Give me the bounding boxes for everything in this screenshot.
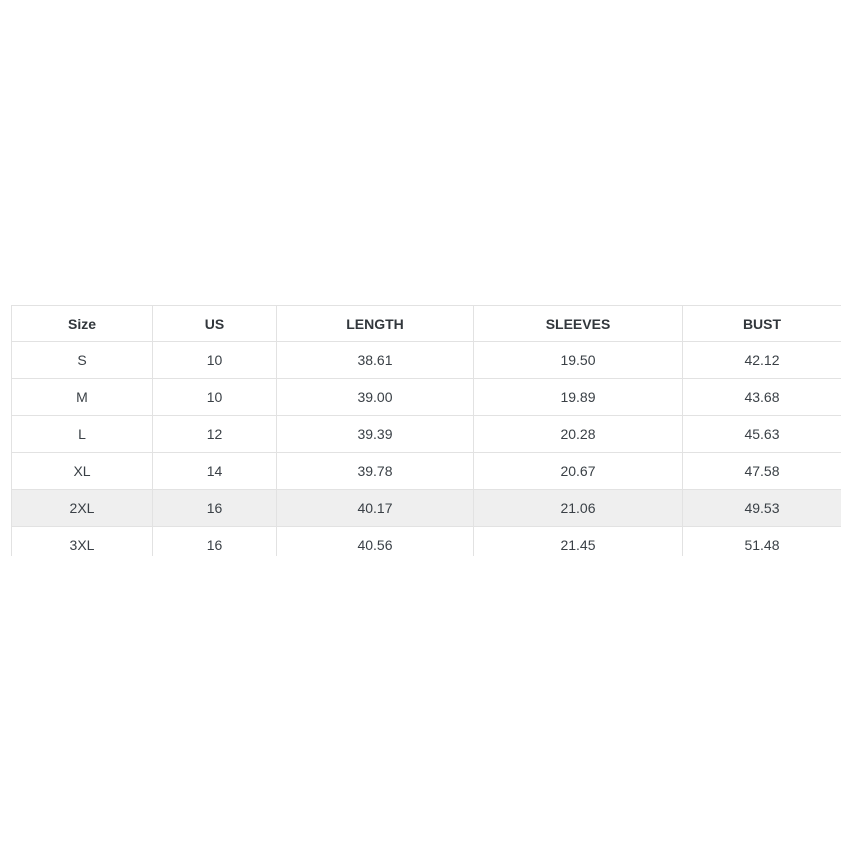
cell-bust: 47.58: [682, 452, 841, 490]
cell-bust: 51.48: [682, 526, 841, 556]
cell-size: L: [11, 415, 153, 453]
table-row: M 10 39.00 19.89 43.68: [11, 378, 841, 416]
header-cell-us: US: [152, 305, 277, 342]
size-chart-table: Size US LENGTH SLEEVES BUST S 10 38.61 1…: [11, 305, 841, 556]
cell-length: 39.78: [276, 452, 474, 490]
cell-bust: 43.68: [682, 378, 841, 416]
cell-bust: 49.53: [682, 489, 841, 527]
table-row: L 12 39.39 20.28 45.63: [11, 415, 841, 453]
table-row: S 10 38.61 19.50 42.12: [11, 341, 841, 379]
cell-us: 10: [152, 341, 277, 379]
header-cell-sleeves: SLEEVES: [473, 305, 683, 342]
table-row: XL 14 39.78 20.67 47.58: [11, 452, 841, 490]
cell-sleeves: 21.45: [473, 526, 683, 556]
header-cell-size: Size: [11, 305, 153, 342]
cell-bust: 45.63: [682, 415, 841, 453]
cell-us: 14: [152, 452, 277, 490]
size-chart-container: Size US LENGTH SLEEVES BUST S 10 38.61 1…: [11, 305, 841, 556]
cell-sleeves: 21.06: [473, 489, 683, 527]
header-cell-bust: BUST: [682, 305, 841, 342]
header-cell-length: LENGTH: [276, 305, 474, 342]
cell-size: 2XL: [11, 489, 153, 527]
cell-length: 40.17: [276, 489, 474, 527]
cell-us: 10: [152, 378, 277, 416]
cell-bust: 42.12: [682, 341, 841, 379]
cell-sleeves: 19.89: [473, 378, 683, 416]
cell-sleeves: 20.67: [473, 452, 683, 490]
table-row: 2XL 16 40.17 21.06 49.53: [11, 489, 841, 527]
cell-length: 38.61: [276, 341, 474, 379]
cell-us: 16: [152, 526, 277, 556]
cell-size: S: [11, 341, 153, 379]
cell-length: 40.56: [276, 526, 474, 556]
cell-sleeves: 19.50: [473, 341, 683, 379]
cell-size: M: [11, 378, 153, 416]
cell-length: 39.39: [276, 415, 474, 453]
cell-us: 16: [152, 489, 277, 527]
cell-size: XL: [11, 452, 153, 490]
table-row: 3XL 16 40.56 21.45 51.48: [11, 526, 841, 556]
cell-us: 12: [152, 415, 277, 453]
table-header-row: Size US LENGTH SLEEVES BUST: [11, 305, 841, 342]
cell-size: 3XL: [11, 526, 153, 556]
cell-length: 39.00: [276, 378, 474, 416]
cell-sleeves: 20.28: [473, 415, 683, 453]
